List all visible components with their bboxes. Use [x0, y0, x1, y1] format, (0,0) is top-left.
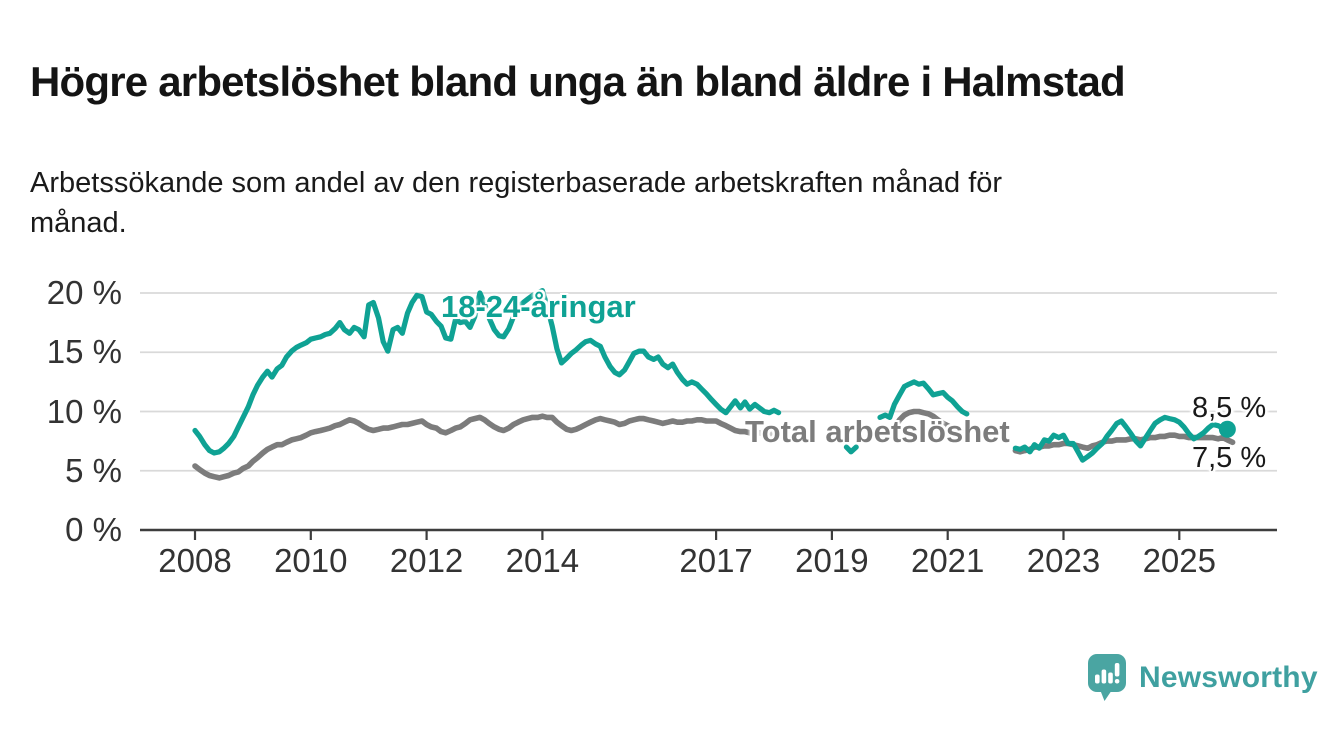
x-tick-label: 2019: [795, 542, 869, 579]
y-tick-label: 5 %: [65, 451, 122, 489]
x-tick-label: 2010: [274, 542, 348, 579]
newsworthy-logo-text: Newsworthy: [1139, 661, 1318, 694]
page-title: Högre arbetslöshet bland unga än bland ä…: [30, 58, 1126, 106]
series-end-dot: [1218, 420, 1236, 438]
series-line-youth: [877, 379, 970, 420]
x-tick-label: 2017: [679, 542, 753, 579]
x-tick-label: 2012: [389, 542, 464, 579]
y-tick-label: 10 %: [46, 392, 122, 430]
newsworthy-logo[interactable]: Newsworthy: [1087, 653, 1318, 703]
series-label-youth: 18-24-åringar: [441, 289, 636, 324]
series-line-total: [877, 408, 970, 443]
series-label-total: Total arbetslöshet: [745, 414, 1010, 449]
series-line-youth: [843, 444, 859, 455]
newsworthy-bubble-chart-icon: [1088, 654, 1126, 701]
series-line-total: [192, 413, 782, 481]
x-tick-label: 2025: [1142, 542, 1216, 579]
y-tick-label: 0 %: [65, 511, 122, 548]
end-value-label-total: 7,5 %: [1192, 442, 1267, 474]
x-tick-label: 2008: [158, 542, 232, 579]
y-tick-label: 15 %: [46, 333, 122, 371]
page-subtitle: Arbetssökande som andel av den registerb…: [30, 167, 1003, 240]
x-tick-label: 2023: [1026, 542, 1101, 579]
x-tick-label: 2014: [505, 542, 580, 579]
series-line-youth: [1012, 414, 1230, 463]
end-value-label-youth: 8,5 %: [1192, 392, 1267, 424]
x-tick-label: 2021: [910, 542, 985, 579]
y-tick-label: 20 %: [46, 274, 122, 311]
series-line-youth: [192, 288, 782, 456]
